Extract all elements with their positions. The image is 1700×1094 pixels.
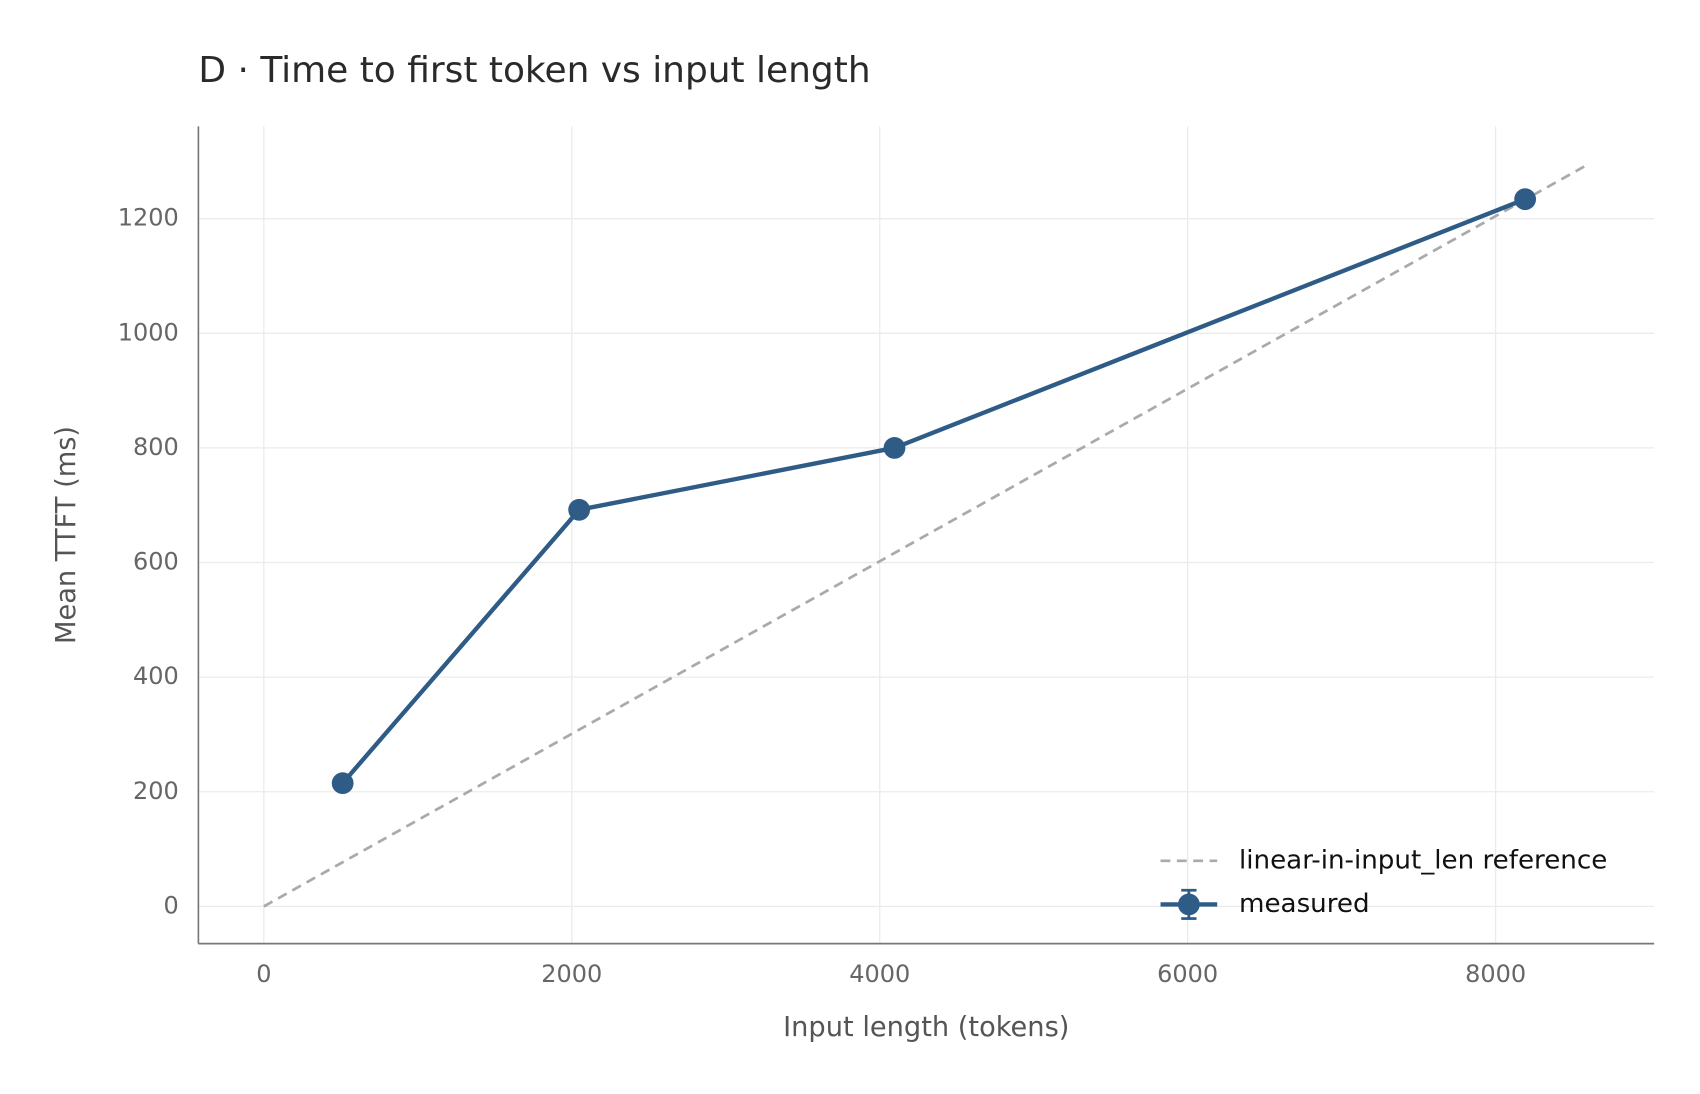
legend-marker	[1177, 893, 1200, 916]
y-tick-label: 200	[133, 777, 179, 805]
x-tick-label: 6000	[1157, 960, 1218, 988]
y-tick-label: 800	[133, 433, 179, 461]
legend-label: measured	[1239, 889, 1370, 919]
point	[1514, 188, 1537, 211]
point	[331, 772, 354, 795]
x-axis-label: Input length (tokens)	[783, 1012, 1069, 1043]
y-tick-label: 600	[133, 548, 179, 576]
y-tick-label: 0	[164, 891, 179, 919]
chart-title: D · Time to first token vs input length	[198, 50, 870, 91]
y-axis-label: Mean TTFT (ms)	[51, 426, 82, 644]
x-tick-label: 0	[256, 960, 271, 988]
point	[568, 498, 591, 521]
x-tick-label: 4000	[849, 960, 910, 988]
line	[263, 163, 1589, 908]
x-tick-label: 2000	[541, 960, 602, 988]
y-tick-label: 1000	[118, 318, 179, 346]
y-tick-label: 1200	[118, 204, 179, 232]
y-tick-label: 400	[133, 662, 179, 690]
line	[341, 197, 1526, 785]
legend-label: linear-in-input_len reference	[1239, 845, 1607, 875]
point	[883, 437, 906, 459]
x-tick-label: 8000	[1465, 960, 1526, 988]
